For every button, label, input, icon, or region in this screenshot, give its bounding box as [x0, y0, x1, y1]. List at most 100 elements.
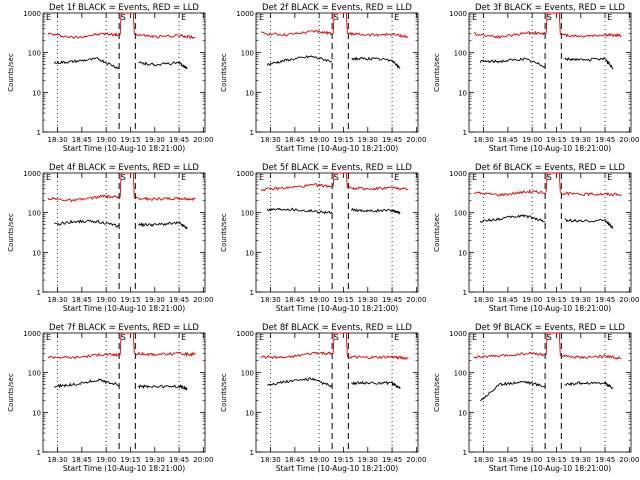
y-axis-label: Counts/sec	[433, 53, 441, 92]
y-tick-label: 10	[458, 409, 467, 417]
marker-label-end: E	[394, 173, 399, 182]
lld-rate-line	[135, 196, 196, 202]
marker-label-middle: S	[334, 13, 339, 22]
y-axis-label: Counts/sec	[433, 373, 441, 412]
x-tick-label: 19:45	[382, 456, 402, 464]
y-tick-label: 100	[241, 50, 254, 58]
event-rate-line	[266, 207, 333, 215]
y-axis-label: Counts/sec	[7, 213, 15, 252]
y-tick-label: 1	[463, 449, 467, 457]
y-tick-label: 1000	[23, 330, 41, 338]
event-rate-line	[351, 56, 401, 69]
event-rate-line	[54, 219, 120, 228]
x-tick-label: 19:00	[96, 136, 116, 144]
marker-label-start: E	[259, 173, 264, 182]
marker-label-end: E	[181, 333, 186, 342]
y-tick-label: 10	[32, 89, 41, 97]
x-tick-label: 19:00	[96, 296, 116, 304]
y-axis-label: Counts/sec	[7, 53, 15, 92]
panel-title: Det 7f BLACK = Events, RED = LLD	[49, 323, 199, 333]
lld-rate-line	[473, 188, 546, 197]
marker-label-end: E	[394, 333, 399, 342]
event-rate-line	[138, 384, 188, 391]
marker-label-start: E	[46, 173, 51, 182]
panel-title: Det 1f BLACK = Events, RED = LLD	[49, 3, 199, 13]
lld-spike-line	[119, 12, 135, 35]
x-tick-label: 20:00	[406, 456, 426, 464]
plot-frame	[42, 172, 206, 293]
x-tick-label: 19:00	[309, 136, 329, 144]
x-tick-label: 19:15	[333, 136, 353, 144]
marker-label-middle: S	[121, 173, 126, 182]
x-tick-label: 19:45	[169, 296, 189, 304]
event-rate-line	[351, 207, 401, 216]
x-axis-label: Start Time (10-Aug-10 18:21:00)	[276, 144, 398, 153]
lld-rate-line	[47, 352, 120, 360]
y-tick-label: 10	[32, 249, 41, 257]
x-axis-label: Start Time (10-Aug-10 18:21:00)	[489, 304, 611, 313]
x-tick-label: 18:30	[473, 456, 493, 464]
x-tick-label: 18:30	[47, 456, 67, 464]
x-tick-label: 19:15	[333, 296, 353, 304]
panel-title: Det 5f BLACK = Events, RED = LLD	[262, 163, 412, 173]
x-tick-label: 19:15	[546, 296, 566, 304]
y-tick-label: 100	[454, 370, 467, 378]
x-tick-label: 19:15	[546, 136, 566, 144]
x-tick-label: 18:45	[72, 296, 92, 304]
y-tick-label: 1000	[236, 10, 254, 18]
event-rate-line	[267, 377, 333, 388]
marker-label-start: E	[259, 13, 264, 22]
x-tick-label: 18:30	[47, 296, 67, 304]
marker-label-start: E	[46, 13, 51, 22]
lld-rate-line	[560, 32, 622, 38]
x-axis-label: Start Time (10-Aug-10 18:21:00)	[276, 304, 398, 313]
event-rate-line	[54, 378, 120, 389]
x-tick-label: 19:15	[120, 296, 140, 304]
lld-spike-line	[545, 332, 561, 357]
y-tick-label: 1000	[449, 330, 467, 338]
plot-frame	[468, 172, 632, 293]
x-tick-label: 18:30	[260, 136, 280, 144]
x-tick-label: 18:45	[72, 456, 92, 464]
x-tick-label: 19:30	[145, 296, 165, 304]
panel-det-5: Det 5f BLACK = Events, RED = LLD 1 10 100 10…	[220, 163, 426, 313]
plot-frame	[468, 12, 632, 133]
panel-det-2: Det 2f BLACK = Events, RED = LLD 1 10 100 10…	[220, 3, 426, 153]
y-tick-label: 1	[37, 129, 41, 137]
x-tick-label: 20:00	[619, 456, 639, 464]
panel-title: Det 9f BLACK = Events, RED = LLD	[475, 323, 625, 333]
x-tick-label: 19:45	[595, 136, 615, 144]
x-tick-label: 18:30	[260, 296, 280, 304]
x-tick-label: 19:30	[571, 136, 591, 144]
y-tick-label: 10	[245, 89, 254, 97]
panel-det-9: Det 9f BLACK = Events, RED = LLD 1 10 100 10…	[433, 323, 639, 473]
y-tick-label: 100	[28, 370, 41, 378]
x-tick-label: 19:30	[358, 296, 378, 304]
x-tick-label: 19:45	[169, 136, 189, 144]
panel-det-1: Det 1f BLACK = Events, RED = LLD 1 10 100 10…	[7, 3, 213, 153]
event-rate-line	[351, 380, 401, 389]
marker-label-start: E	[472, 13, 477, 22]
lld-rate-line	[473, 351, 546, 359]
marker-label-middle: S	[547, 333, 552, 342]
panel-det-3: Det 3f BLACK = Events, RED = LLD 1 10 100 10…	[433, 3, 639, 153]
panel-det-6: Det 6f BLACK = Events, RED = LLD 1 10 100 10…	[433, 163, 639, 313]
marker-label-start: E	[46, 333, 51, 342]
lld-spike-line	[119, 332, 135, 355]
x-tick-label: 18:45	[498, 296, 518, 304]
event-rate-line	[564, 56, 614, 70]
lld-spike-line	[545, 172, 561, 194]
x-tick-label: 18:45	[285, 456, 305, 464]
panel-title: Det 3f BLACK = Events, RED = LLD	[475, 3, 625, 13]
marker-label-end: E	[607, 333, 612, 342]
x-tick-label: 18:30	[47, 136, 67, 144]
event-rate-line	[479, 57, 546, 68]
marker-label-end: E	[181, 173, 186, 182]
plot-frame	[42, 332, 206, 453]
marker-label-middle: S	[334, 173, 339, 182]
x-tick-label: 20:00	[193, 136, 213, 144]
x-tick-label: 19:30	[571, 456, 591, 464]
x-tick-label: 20:00	[193, 456, 213, 464]
y-axis-label: Counts/sec	[433, 213, 441, 252]
x-tick-label: 18:45	[72, 136, 92, 144]
